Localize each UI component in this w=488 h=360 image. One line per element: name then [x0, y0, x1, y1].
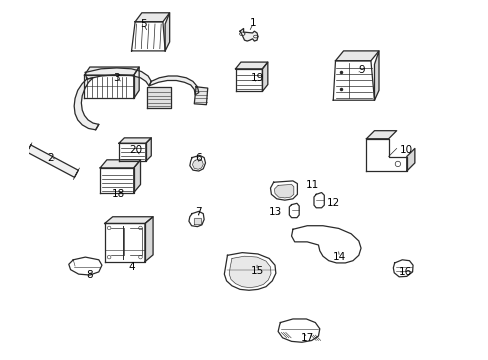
- Polygon shape: [274, 184, 293, 198]
- Polygon shape: [100, 160, 140, 168]
- Polygon shape: [335, 51, 378, 61]
- Text: 16: 16: [398, 267, 412, 277]
- Polygon shape: [229, 256, 270, 288]
- Polygon shape: [189, 156, 205, 171]
- Polygon shape: [278, 319, 319, 342]
- Text: 11: 11: [305, 180, 319, 190]
- Polygon shape: [188, 211, 203, 226]
- Polygon shape: [134, 67, 139, 98]
- Text: 5: 5: [140, 19, 146, 29]
- Text: 20: 20: [129, 144, 142, 154]
- Polygon shape: [69, 257, 102, 275]
- Polygon shape: [74, 78, 99, 130]
- Text: 15: 15: [250, 266, 263, 275]
- Polygon shape: [270, 181, 297, 200]
- Text: 3: 3: [113, 73, 120, 83]
- Polygon shape: [119, 138, 151, 143]
- Polygon shape: [406, 148, 414, 171]
- Polygon shape: [84, 75, 134, 98]
- Polygon shape: [100, 168, 134, 193]
- Polygon shape: [240, 28, 258, 41]
- Text: 8: 8: [86, 270, 93, 280]
- Text: 12: 12: [326, 198, 339, 208]
- Polygon shape: [119, 143, 145, 161]
- Polygon shape: [289, 203, 299, 218]
- Polygon shape: [224, 253, 275, 290]
- Polygon shape: [333, 61, 374, 100]
- Polygon shape: [149, 76, 198, 95]
- Polygon shape: [194, 87, 207, 105]
- Text: 9: 9: [358, 65, 365, 75]
- Polygon shape: [193, 218, 201, 224]
- Polygon shape: [235, 62, 267, 69]
- Polygon shape: [374, 51, 378, 100]
- Polygon shape: [192, 159, 203, 169]
- Polygon shape: [84, 67, 139, 75]
- Polygon shape: [235, 69, 262, 91]
- Polygon shape: [144, 217, 153, 262]
- Polygon shape: [165, 13, 169, 51]
- Text: 2: 2: [47, 153, 54, 163]
- Text: 17: 17: [300, 333, 313, 343]
- Polygon shape: [134, 160, 140, 193]
- Polygon shape: [135, 13, 169, 22]
- Text: 4: 4: [128, 262, 135, 273]
- Text: 19: 19: [250, 73, 263, 83]
- Text: 14: 14: [332, 252, 346, 262]
- Polygon shape: [131, 22, 165, 51]
- Text: 6: 6: [195, 153, 202, 163]
- Text: 7: 7: [195, 207, 202, 217]
- Polygon shape: [145, 138, 151, 161]
- Text: 1: 1: [250, 18, 256, 28]
- Polygon shape: [392, 260, 412, 277]
- Polygon shape: [366, 139, 406, 171]
- Polygon shape: [262, 62, 267, 91]
- Polygon shape: [146, 87, 171, 108]
- Polygon shape: [366, 131, 396, 139]
- Polygon shape: [104, 224, 144, 262]
- Polygon shape: [313, 193, 324, 208]
- Text: 13: 13: [269, 207, 282, 217]
- Polygon shape: [104, 217, 153, 224]
- Polygon shape: [85, 68, 151, 86]
- Text: 18: 18: [111, 189, 124, 199]
- Polygon shape: [27, 145, 78, 177]
- Text: 10: 10: [399, 144, 412, 154]
- Polygon shape: [291, 226, 360, 263]
